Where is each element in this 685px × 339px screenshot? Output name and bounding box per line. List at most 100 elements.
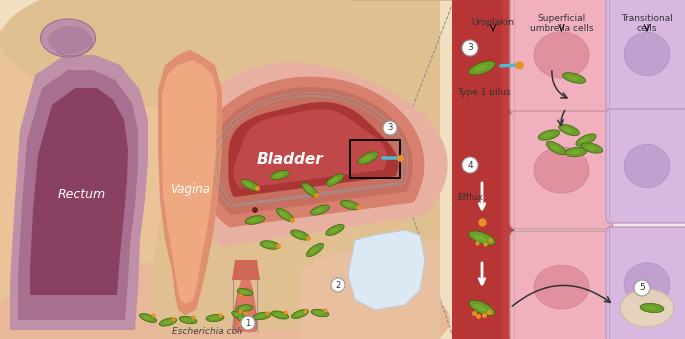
Circle shape	[634, 280, 650, 296]
Ellipse shape	[294, 233, 303, 237]
Ellipse shape	[295, 312, 303, 316]
Ellipse shape	[240, 318, 248, 322]
Ellipse shape	[580, 137, 590, 143]
Polygon shape	[232, 280, 258, 330]
Ellipse shape	[206, 315, 224, 322]
FancyBboxPatch shape	[510, 231, 613, 339]
Text: Superficial
umbrella cells: Superficial umbrella cells	[530, 14, 593, 34]
Ellipse shape	[279, 212, 288, 218]
Text: 3: 3	[387, 123, 393, 133]
Polygon shape	[100, 0, 440, 330]
Text: Vagina: Vagina	[170, 183, 210, 197]
Ellipse shape	[562, 127, 573, 133]
Circle shape	[252, 207, 258, 213]
Ellipse shape	[238, 316, 253, 324]
Text: Uroplakin: Uroplakin	[471, 18, 514, 27]
Ellipse shape	[274, 173, 284, 177]
FancyBboxPatch shape	[606, 109, 685, 223]
Ellipse shape	[291, 310, 308, 319]
Ellipse shape	[624, 33, 670, 76]
Ellipse shape	[140, 314, 157, 322]
Polygon shape	[162, 60, 217, 304]
Ellipse shape	[306, 243, 323, 257]
Ellipse shape	[0, 0, 440, 110]
Text: Type 1 pilus: Type 1 pilus	[457, 88, 510, 97]
Ellipse shape	[232, 311, 248, 321]
Ellipse shape	[543, 133, 553, 138]
Ellipse shape	[235, 314, 243, 318]
Circle shape	[462, 40, 478, 56]
Ellipse shape	[624, 144, 670, 187]
Text: Efflux: Efflux	[457, 194, 483, 202]
Ellipse shape	[305, 186, 313, 193]
Ellipse shape	[179, 316, 197, 324]
Ellipse shape	[210, 316, 219, 320]
Ellipse shape	[240, 290, 248, 294]
Ellipse shape	[311, 309, 329, 317]
Polygon shape	[196, 77, 425, 227]
FancyBboxPatch shape	[502, 0, 514, 339]
Ellipse shape	[566, 75, 578, 80]
Ellipse shape	[245, 216, 265, 224]
Ellipse shape	[326, 224, 345, 236]
FancyBboxPatch shape	[606, 0, 685, 111]
Ellipse shape	[474, 304, 487, 312]
Ellipse shape	[162, 320, 171, 324]
Ellipse shape	[534, 147, 589, 193]
Ellipse shape	[271, 311, 289, 319]
Ellipse shape	[558, 124, 580, 136]
Ellipse shape	[290, 230, 310, 240]
FancyBboxPatch shape	[452, 0, 514, 339]
Polygon shape	[158, 50, 222, 315]
Ellipse shape	[362, 155, 372, 161]
Ellipse shape	[469, 300, 495, 316]
Ellipse shape	[344, 203, 353, 207]
Ellipse shape	[538, 130, 560, 140]
Text: 3: 3	[467, 43, 473, 53]
Circle shape	[241, 316, 255, 330]
Ellipse shape	[245, 182, 253, 187]
Circle shape	[383, 121, 397, 135]
Ellipse shape	[546, 141, 566, 155]
Ellipse shape	[142, 316, 151, 320]
Polygon shape	[18, 70, 138, 320]
Text: 2: 2	[336, 280, 340, 290]
Polygon shape	[30, 88, 128, 295]
Ellipse shape	[534, 32, 589, 78]
Ellipse shape	[314, 311, 323, 315]
Ellipse shape	[237, 288, 253, 296]
Polygon shape	[10, 55, 148, 330]
Ellipse shape	[310, 247, 319, 254]
Ellipse shape	[310, 205, 329, 215]
Text: Escherichia coli: Escherichia coli	[172, 327, 242, 337]
Polygon shape	[348, 230, 425, 310]
Ellipse shape	[249, 218, 259, 222]
Ellipse shape	[474, 235, 487, 241]
Polygon shape	[0, 15, 440, 339]
Ellipse shape	[576, 134, 596, 146]
Ellipse shape	[474, 65, 487, 72]
Ellipse shape	[52, 28, 92, 56]
Ellipse shape	[645, 306, 656, 310]
Ellipse shape	[624, 263, 670, 306]
Ellipse shape	[329, 177, 338, 183]
Text: 1: 1	[245, 319, 251, 327]
Text: 5: 5	[639, 283, 645, 293]
Circle shape	[331, 278, 345, 292]
Ellipse shape	[60, 35, 88, 53]
Text: Rectum: Rectum	[58, 188, 106, 201]
Ellipse shape	[586, 145, 596, 150]
Ellipse shape	[565, 147, 587, 157]
Ellipse shape	[256, 314, 265, 318]
Polygon shape	[228, 102, 399, 197]
Ellipse shape	[302, 183, 318, 197]
Ellipse shape	[0, 260, 450, 339]
Ellipse shape	[469, 61, 495, 75]
FancyBboxPatch shape	[510, 111, 613, 229]
Ellipse shape	[329, 227, 338, 233]
Ellipse shape	[271, 171, 290, 180]
Circle shape	[462, 157, 478, 173]
Polygon shape	[208, 87, 412, 215]
Ellipse shape	[40, 19, 95, 57]
Ellipse shape	[469, 231, 495, 245]
